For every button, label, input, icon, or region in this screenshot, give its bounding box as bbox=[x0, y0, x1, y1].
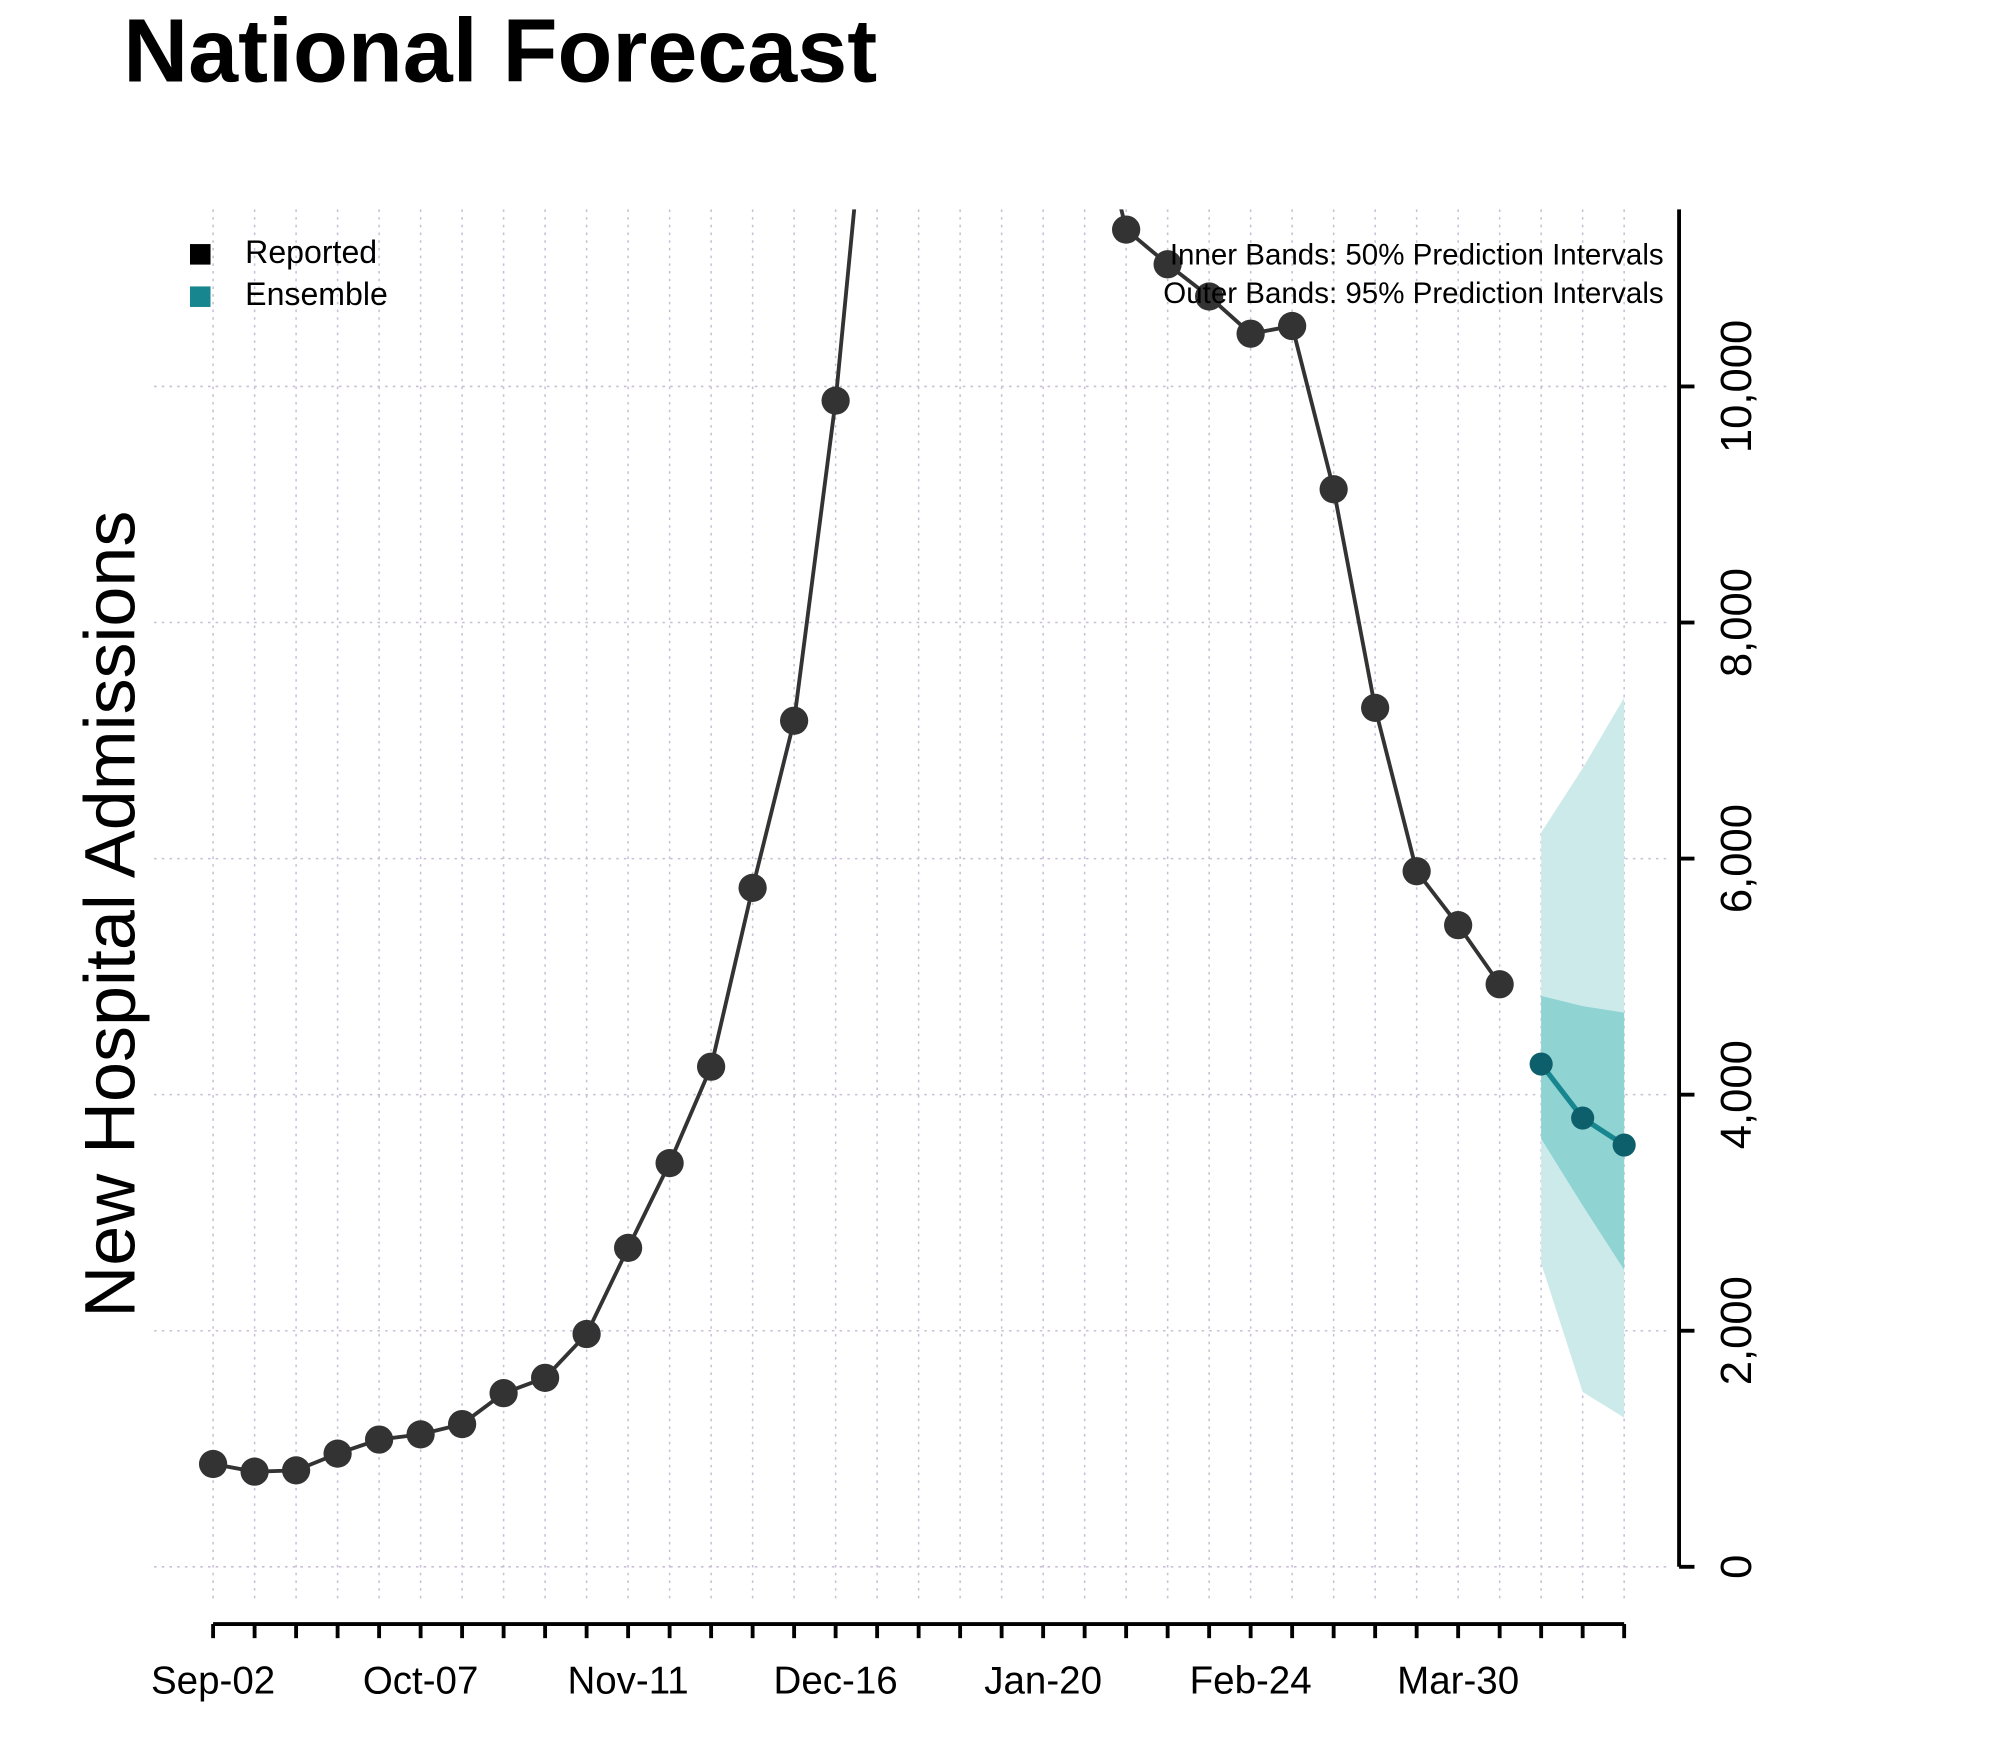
data-point bbox=[198, 1449, 228, 1479]
lines bbox=[198, 42, 1636, 1486]
data-point bbox=[1319, 475, 1348, 504]
data-point bbox=[1195, 282, 1224, 311]
data-point bbox=[1112, 215, 1141, 244]
data-point bbox=[323, 1439, 352, 1468]
data-point bbox=[780, 706, 809, 735]
prediction-band bbox=[1541, 995, 1625, 1270]
data-point bbox=[572, 1319, 601, 1349]
data-point bbox=[1236, 319, 1265, 348]
legend-swatch bbox=[189, 286, 211, 307]
data-point bbox=[1485, 970, 1514, 999]
data-point bbox=[1529, 1052, 1553, 1076]
data-point bbox=[696, 1052, 726, 1081]
bands bbox=[1541, 697, 1625, 1418]
x-tick-label: Sep-02 bbox=[151, 1659, 275, 1702]
legend-label: Ensemble bbox=[245, 276, 388, 312]
y-tick-label: 8,000 bbox=[1712, 568, 1761, 677]
chart-title: National Forecast bbox=[123, 2, 877, 102]
series-line bbox=[212, 209, 1502, 1474]
y-tick-label: 10,000 bbox=[1712, 320, 1761, 453]
data-point bbox=[1612, 1133, 1636, 1157]
y-tick-label: 6,000 bbox=[1712, 804, 1761, 913]
data-point bbox=[364, 1425, 394, 1454]
data-point bbox=[821, 386, 850, 415]
data-point bbox=[1071, 42, 1099, 70]
y-tick-label: 0 bbox=[1712, 1555, 1761, 1579]
y-tick-label: 4,000 bbox=[1712, 1040, 1761, 1149]
y-axis-label: New Hospital Admissions bbox=[71, 511, 151, 1318]
data-point bbox=[489, 1379, 518, 1408]
x-tick-label: Jan-20 bbox=[984, 1659, 1102, 1702]
x-tick-label: Feb-24 bbox=[1190, 1659, 1312, 1702]
annotation: Inner Bands: 50% Prediction Intervals bbox=[1170, 239, 1664, 272]
data-point bbox=[1402, 857, 1431, 886]
axes: Sep-02 Oct-07 Nov-11 Dec-16 Jan-20 Feb-24 Mar-… bbox=[151, 209, 1761, 1702]
x-tick-label: Oct-07 bbox=[363, 1659, 479, 1702]
data-point bbox=[1361, 693, 1390, 722]
data-point bbox=[738, 873, 767, 902]
data-point bbox=[447, 1409, 477, 1439]
data-point bbox=[1278, 311, 1307, 341]
y-tick-label: 2,000 bbox=[1712, 1276, 1761, 1385]
data-point bbox=[530, 1363, 560, 1392]
legend-label: Reported bbox=[245, 234, 377, 270]
annotation: Outer Bands: 95% Prediction Intervals bbox=[1163, 277, 1663, 310]
x-tick-label: Dec-16 bbox=[774, 1659, 898, 1702]
x-tick-label: Nov-11 bbox=[567, 1659, 688, 1702]
data-point bbox=[613, 1233, 643, 1262]
x-tick-label: Mar-30 bbox=[1397, 1659, 1519, 1702]
grid bbox=[154, 209, 1669, 1603]
data-point bbox=[240, 1457, 269, 1486]
data-point bbox=[281, 1456, 311, 1485]
data-point bbox=[1153, 250, 1182, 279]
data-point bbox=[1444, 911, 1473, 940]
legend-swatch bbox=[189, 244, 211, 265]
data-point bbox=[1571, 1106, 1595, 1130]
data-point bbox=[655, 1149, 684, 1178]
data-point bbox=[406, 1420, 435, 1449]
